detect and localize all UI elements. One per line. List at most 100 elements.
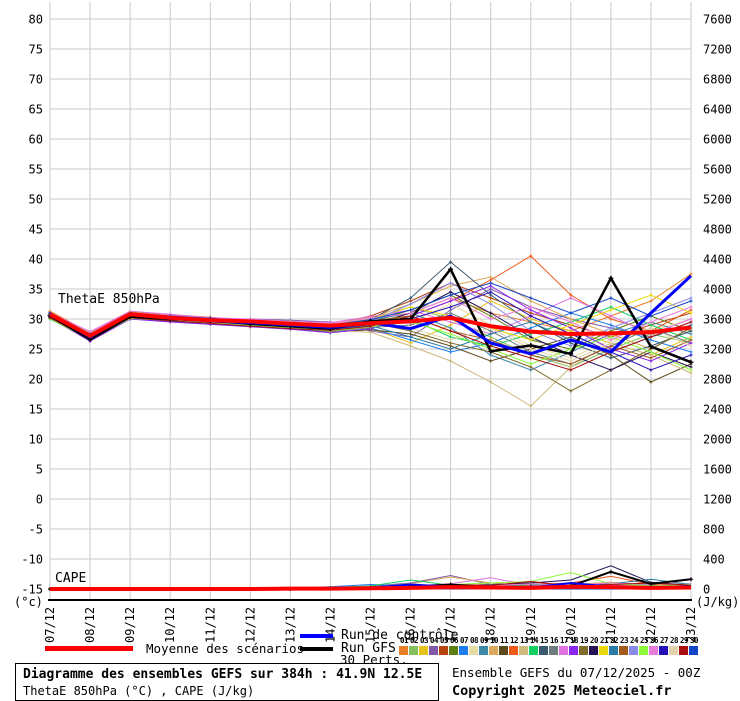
x-axis-tick: 08/12 bbox=[83, 607, 97, 643]
thetae-series bbox=[47, 254, 694, 408]
pert-swatch-17 bbox=[559, 646, 568, 655]
pert-number-30: 30 bbox=[689, 636, 699, 645]
perts-swatches-row bbox=[399, 646, 701, 655]
left-axis-tick: 65 bbox=[29, 103, 43, 117]
pert-number-10: 10 bbox=[489, 636, 499, 645]
left-axis-tick: 25 bbox=[29, 343, 43, 357]
x-axis-tick: 22/12 bbox=[644, 607, 658, 643]
left-axis-tick: 0 bbox=[36, 493, 43, 507]
chart-title: Diagramme des ensembles GEFS sur 384h : … bbox=[23, 667, 423, 682]
right-axis-tick: 400 bbox=[703, 553, 725, 567]
left-axis-tick: 45 bbox=[29, 223, 43, 237]
x-axis-tick: 21/12 bbox=[604, 607, 618, 643]
left-axis-tick: 30 bbox=[29, 313, 43, 327]
right-axis-tick: 7600 bbox=[703, 13, 732, 27]
left-axis-tick: 70 bbox=[29, 73, 43, 87]
right-axis-tick: 5200 bbox=[703, 193, 732, 207]
pert-number-09: 09 bbox=[479, 636, 489, 645]
left-axis-unit: (°c) bbox=[14, 595, 43, 609]
right-axis-tick: 1200 bbox=[703, 493, 732, 507]
x-axis-tick: 13/12 bbox=[283, 607, 297, 643]
right-axis-tick: 4800 bbox=[703, 223, 732, 237]
pert-number-08: 08 bbox=[469, 636, 479, 645]
left-axis-tick: 55 bbox=[29, 163, 43, 177]
pert-swatch-25 bbox=[639, 646, 648, 655]
pert-swatch-21 bbox=[599, 646, 608, 655]
chart-title-box: Diagramme des ensembles GEFS sur 384h : … bbox=[15, 663, 439, 701]
x-axis-tick: 12/12 bbox=[243, 607, 257, 643]
left-axis-tick: 50 bbox=[29, 193, 43, 207]
right-axis-tick: 2000 bbox=[703, 433, 732, 447]
pert-number-19: 19 bbox=[579, 636, 589, 645]
right-axis-tick: 2400 bbox=[703, 403, 732, 417]
pert-number-28: 28 bbox=[669, 636, 679, 645]
run-info: Ensemble GEFS du 07/12/2025 - 00Z bbox=[452, 665, 701, 680]
pert-swatch-10 bbox=[489, 646, 498, 655]
x-axis-tick: 11/12 bbox=[203, 607, 217, 643]
pert-swatch-03 bbox=[419, 646, 428, 655]
x-axis-tick: 16/12 bbox=[404, 607, 418, 643]
perts-palette: 01 02 03 04 05 06 07 08 09 10 11 12 13 14 15 16 17 18 19 20… bbox=[399, 636, 701, 655]
pert-number-02: 02 bbox=[409, 636, 419, 645]
right-axis-tick: 3200 bbox=[703, 343, 732, 357]
perts-numbers-row: 01 02 03 04 05 06 07 08 09 10 11 12 13 14 15 16 17 18 19 20… bbox=[399, 636, 701, 645]
left-axis-tick: 5 bbox=[36, 463, 43, 477]
legend-gfs-label: Run GFS bbox=[341, 641, 396, 656]
left-axis-tick: 20 bbox=[29, 373, 43, 387]
legend-control-label: Run de contrôle bbox=[341, 628, 459, 643]
right-axis-tick: 5600 bbox=[703, 163, 732, 177]
left-axis-tick: 40 bbox=[29, 253, 43, 267]
chart-subtitle: ThetaE 850hPa (°C) , CAPE (J/kg) bbox=[23, 684, 255, 698]
right-axis-tick: 2800 bbox=[703, 373, 732, 387]
pert-number-26: 26 bbox=[649, 636, 659, 645]
left-axis-tick: 10 bbox=[29, 433, 43, 447]
x-axis-tick: 15/12 bbox=[364, 607, 378, 643]
control-line-swatch bbox=[300, 634, 333, 638]
pert-swatch-30 bbox=[689, 646, 698, 655]
pert-number-29: 29 bbox=[679, 636, 689, 645]
pert-swatch-29 bbox=[679, 646, 688, 655]
x-axis-tick: 07/12 bbox=[43, 607, 57, 643]
pert-number-13: 13 bbox=[519, 636, 529, 645]
pert-swatch-18 bbox=[569, 646, 578, 655]
pert-number-25: 25 bbox=[639, 636, 649, 645]
pert-number-15: 15 bbox=[539, 636, 549, 645]
pert-number-27: 27 bbox=[659, 636, 669, 645]
left-axis-tick: 80 bbox=[29, 13, 43, 27]
right-axis-tick: 4400 bbox=[703, 253, 732, 267]
pert-number-17: 17 bbox=[559, 636, 569, 645]
pert-number-22: 22 bbox=[609, 636, 619, 645]
pert-swatch-08 bbox=[469, 646, 478, 655]
pert-swatch-20 bbox=[589, 646, 598, 655]
pert-swatch-04 bbox=[429, 646, 438, 655]
x-axis-tick: 19/12 bbox=[524, 607, 538, 643]
right-axis-tick: 800 bbox=[703, 523, 725, 537]
x-axis-tick: 17/12 bbox=[444, 607, 458, 643]
right-axis-tick: 6800 bbox=[703, 73, 732, 87]
right-axis-unit: (J/kg) bbox=[696, 595, 739, 609]
pert-number-24: 24 bbox=[629, 636, 639, 645]
x-axis-tick: 10/12 bbox=[163, 607, 177, 643]
pert-number-01: 01 bbox=[399, 636, 409, 645]
left-axis-tick: 60 bbox=[29, 133, 43, 147]
pert-swatch-16 bbox=[549, 646, 558, 655]
mean-cape-line bbox=[50, 584, 692, 591]
pert-number-05: 05 bbox=[439, 636, 449, 645]
pert-swatch-15 bbox=[539, 646, 548, 655]
legend-mean-label: Moyenne des scénarios bbox=[146, 641, 305, 656]
cape-series bbox=[48, 565, 693, 591]
pert-swatch-23 bbox=[619, 646, 628, 655]
cape-plot-label: CAPE bbox=[55, 571, 86, 586]
right-axis-tick: 3600 bbox=[703, 313, 732, 327]
right-axis-tick: 4000 bbox=[703, 283, 732, 297]
mean-line-swatch bbox=[45, 646, 133, 651]
copyright: Copyright 2025 Meteociel.fr bbox=[452, 683, 672, 699]
x-axis-tick: 18/12 bbox=[484, 607, 498, 643]
pert-swatch-26 bbox=[649, 646, 658, 655]
pert-swatch-05 bbox=[439, 646, 448, 655]
right-axis-tick: 7200 bbox=[703, 43, 732, 57]
pert-swatch-24 bbox=[629, 646, 638, 655]
